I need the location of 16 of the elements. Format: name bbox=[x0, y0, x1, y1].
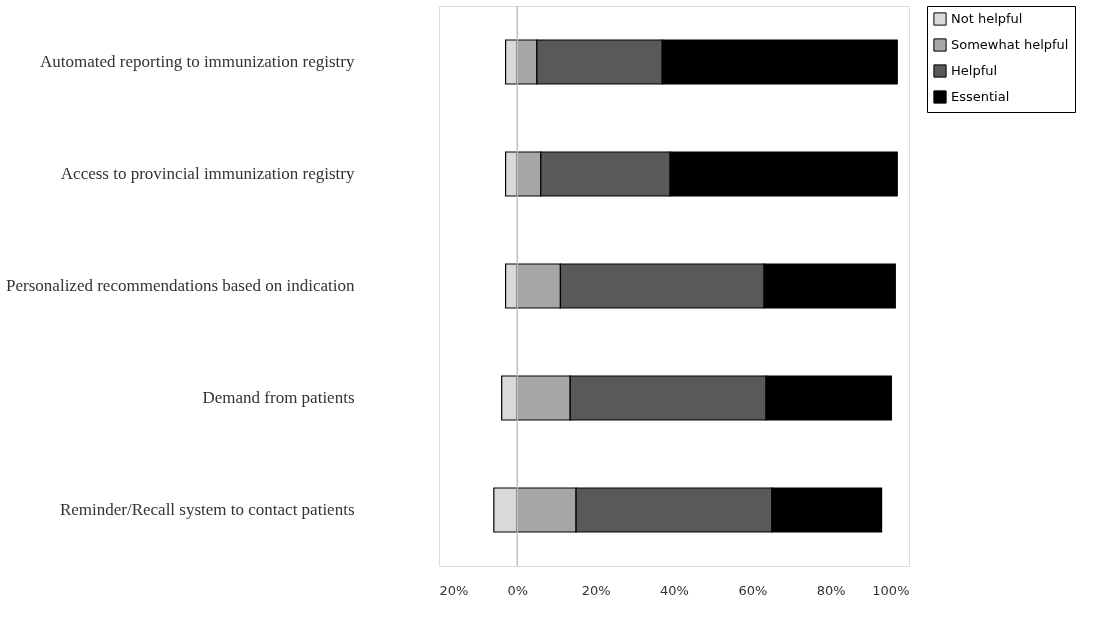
x-tick-label: 40% bbox=[660, 582, 689, 598]
y-tick-label: Personalized recommendations based on indication bbox=[6, 276, 355, 295]
x-tick-label: 100% bbox=[872, 582, 910, 598]
y-tick-label: Reminder/Recall system to contact patients bbox=[59, 500, 355, 519]
legend-label: Somewhat helpful bbox=[951, 37, 1069, 52]
x-tick-label: 20% bbox=[439, 582, 469, 598]
legend-label: Not helpful bbox=[951, 11, 1023, 26]
y-tick-label: Automated reporting to immunization registry bbox=[40, 52, 355, 71]
y-tick-label: Demand from patients bbox=[202, 388, 355, 407]
x-tick-label: 20% bbox=[581, 582, 611, 598]
x-tick-label: 0% bbox=[507, 582, 529, 598]
x-tick-label: 60% bbox=[738, 582, 768, 598]
x-tick-label: 80% bbox=[816, 582, 846, 598]
y-tick-label: Access to provincial immunization registry bbox=[60, 164, 355, 183]
legend-label: Helpful bbox=[951, 63, 998, 78]
legend-label: Essential bbox=[951, 89, 1010, 104]
